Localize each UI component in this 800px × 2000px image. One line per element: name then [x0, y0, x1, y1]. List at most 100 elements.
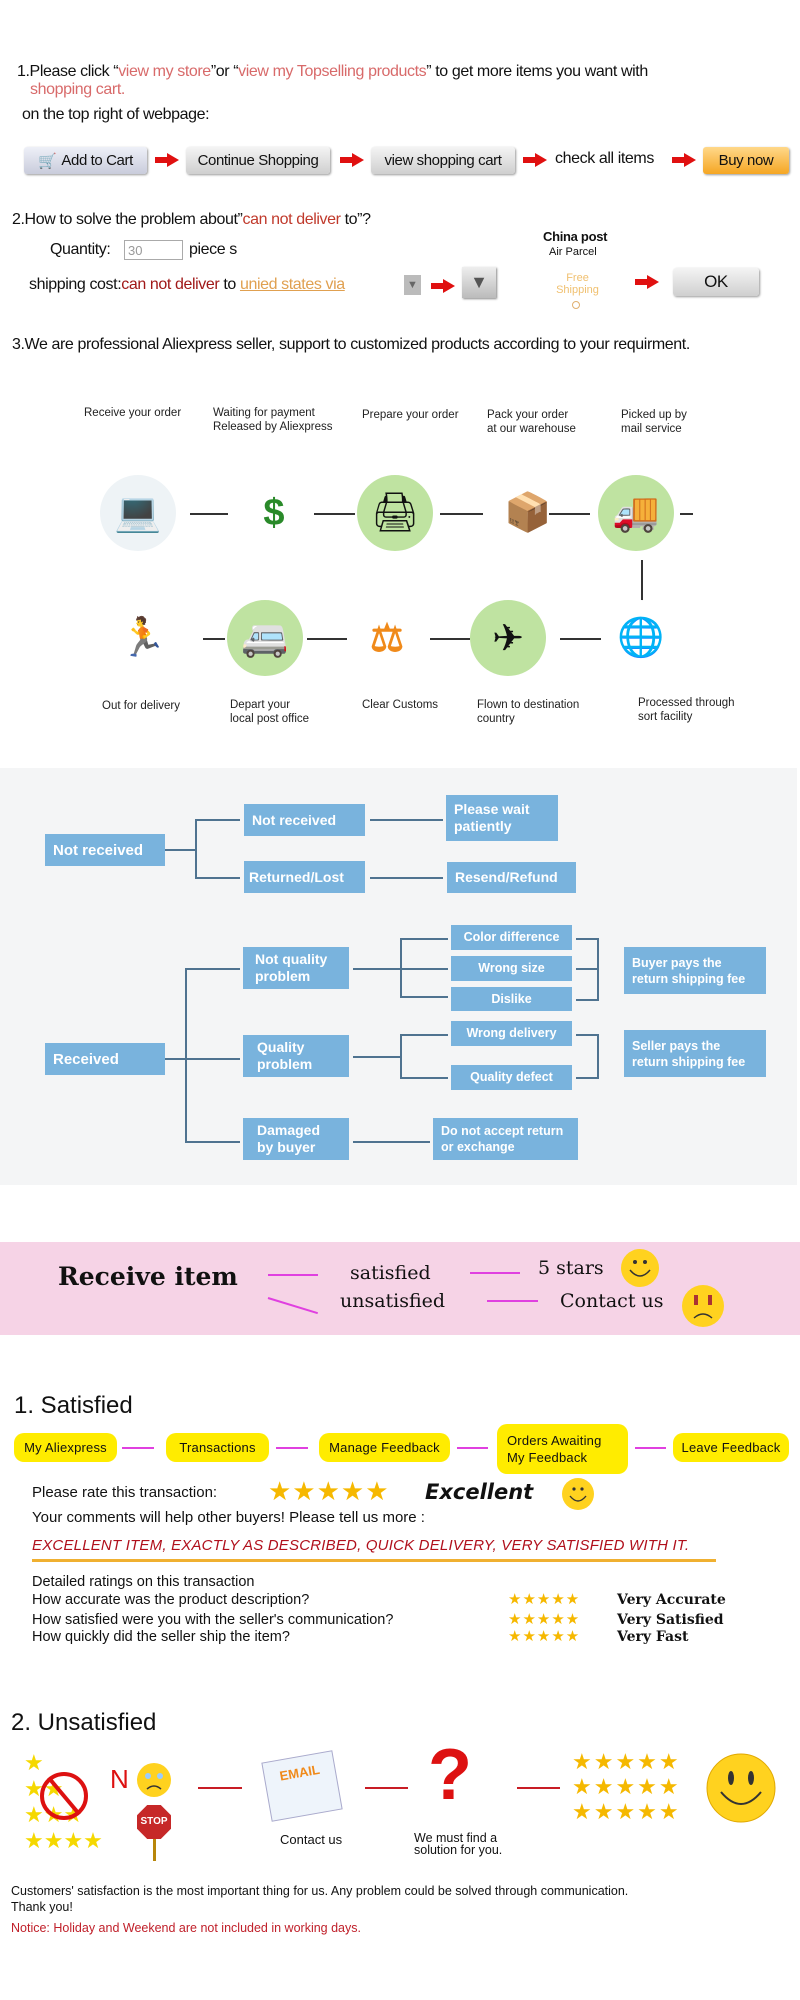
shipping-radio[interactable] — [572, 301, 580, 309]
rate-label: Please rate this transaction: — [32, 1484, 218, 1501]
globe-mail-icon: 🌐 — [603, 600, 679, 676]
flow-arrow — [440, 513, 483, 515]
detail-answer: Very Satisfied — [617, 1612, 724, 1628]
airplane-icon: ✈ — [470, 600, 546, 676]
detail-question: How accurate was the product description… — [32, 1592, 310, 1608]
flow-arrow — [203, 638, 225, 640]
node-please-wait: Please wait patiently — [446, 795, 558, 841]
solution-label: We must find a solution for you. — [414, 1831, 503, 1857]
carrier-name: China post — [543, 229, 608, 244]
cart-icon: 🛒 — [38, 152, 57, 170]
arrow-right-icon — [365, 1787, 408, 1789]
stop-sign-icon: STOP — [137, 1805, 171, 1839]
money-bag-icon: $ — [236, 475, 312, 551]
top-right-text: on the top right of webpage: — [22, 106, 210, 123]
van-icon: 🚐 — [227, 600, 303, 676]
arrow-right-icon — [198, 1787, 242, 1789]
view-store-link[interactable]: view my store — [118, 63, 211, 80]
flow-arrow — [560, 638, 601, 640]
add-to-cart-label: Add to Cart — [61, 152, 133, 169]
check-all-items-text: check all items — [555, 150, 654, 167]
dropdown-button[interactable]: ▼ — [462, 267, 496, 298]
add-to-cart-button[interactable]: 🛒 Add to Cart — [24, 147, 147, 174]
arrow-right-icon — [431, 279, 455, 293]
step-leave-feedback[interactable]: Leave Feedback — [673, 1433, 789, 1462]
arrow-right-icon — [672, 153, 696, 167]
magenta-arrow — [635, 1447, 666, 1449]
heading-red-text: can not deliver — [242, 211, 341, 228]
step-my-aliexpress[interactable]: My Aliexpress — [14, 1433, 117, 1462]
node-received: Received — [45, 1043, 165, 1075]
quantity-input[interactable] — [124, 240, 183, 260]
magenta-arrow — [470, 1272, 520, 1274]
node-resend-refund: Resend/Refund — [447, 862, 576, 893]
step-label: Clear Customs — [362, 699, 439, 711]
step-label: Receive your order — [84, 407, 182, 419]
node-quality-problem: Quality problem — [243, 1035, 349, 1077]
detail-answer: Very Accurate — [617, 1592, 726, 1608]
node-seller-pays: Seller pays the return shipping fee — [624, 1030, 766, 1077]
satisfied-title: 1. Satisfied — [14, 1392, 133, 1419]
magenta-arrow — [268, 1274, 318, 1276]
big-smiley-icon — [706, 1753, 776, 1823]
country-link[interactable]: unied states via — [239, 276, 345, 293]
rating-stars[interactable]: ★★★★★ — [268, 1476, 390, 1506]
receive-item-text: Receive item — [58, 1262, 238, 1291]
shopping-cart-text: shopping cart. — [30, 81, 125, 98]
magenta-arrow — [487, 1300, 538, 1302]
five-stars-text: 5 stars — [538, 1257, 604, 1279]
prohibited-icon — [40, 1772, 88, 1820]
dropdown-toggle[interactable]: ▼ — [404, 275, 421, 295]
contact-us-text: Contact us — [560, 1290, 664, 1312]
ok-button[interactable]: OK — [673, 268, 759, 296]
free-shipping-label: Free Shipping — [556, 272, 599, 296]
step-label: Out for delivery — [102, 700, 180, 712]
node-color-difference: Color difference — [451, 925, 572, 950]
step-orders-awaiting[interactable]: Orders Awaiting My Feedback — [497, 1424, 628, 1474]
quantity-label: Quantity: — [50, 241, 111, 258]
satisfaction-message: Customers' satisfaction is the most impo… — [11, 1884, 629, 1914]
smiley-icon — [562, 1478, 594, 1510]
stop-sign-pole — [153, 1839, 156, 1861]
step-label: Depart your local post office — [230, 699, 310, 725]
unsatisfied-text: unsatisfied — [340, 1290, 446, 1312]
shipping-status: can not deliver — [121, 276, 220, 293]
fifteen-stars-icon: ★★★★★ ★★★★★ ★★★★★ — [572, 1749, 681, 1824]
detail-answer: Very Fast — [617, 1629, 689, 1645]
step-manage-feedback[interactable]: Manage Feedback — [319, 1433, 450, 1462]
quantity-unit: piece s — [189, 241, 237, 258]
customs-icon: ⚖ — [349, 600, 425, 676]
view-shopping-cart-button[interactable]: view shopping cart — [371, 147, 515, 174]
email-icon: EMAIL — [261, 1750, 343, 1822]
view-topselling-link[interactable]: view my Topselling products — [238, 63, 427, 80]
magenta-arrow — [276, 1447, 308, 1449]
detail-title: Detailed ratings on this transaction — [32, 1574, 255, 1590]
no-text: N — [110, 1764, 129, 1794]
node-wrong-size: Wrong size — [451, 956, 572, 981]
node-buyer-pays: Buyer pays the return shipping fee — [624, 947, 766, 994]
node-dislike: Dislike — [451, 987, 572, 1011]
step-label: Waiting for payment Released by Aliexpres… — [213, 407, 333, 433]
problem-tree: Not received Not received Please wait pa… — [0, 768, 797, 1185]
arrow-right-icon — [523, 153, 547, 167]
detail-stars: ★★★★★ — [508, 1591, 581, 1608]
intro-text: 1.Please click “ — [17, 63, 119, 80]
shipping-to: to — [219, 276, 240, 293]
section2-heading: 2.How to solve the problem about”can not… — [12, 211, 371, 229]
arrow-right-icon — [517, 1787, 560, 1789]
step-label: Prepare your order — [362, 409, 459, 421]
magenta-arrow — [122, 1447, 154, 1449]
buy-now-button[interactable]: Buy now — [703, 147, 789, 174]
comments-prompt: Your comments will help other buyers! Pl… — [32, 1509, 425, 1526]
arrow-right-icon — [340, 153, 364, 167]
arrow-right-icon — [635, 275, 659, 289]
continue-shopping-button[interactable]: Continue Shopping — [186, 147, 330, 174]
arrow-right-icon — [155, 153, 179, 167]
question-mark-icon: ? — [428, 1735, 472, 1815]
flow-arrow — [190, 513, 228, 515]
node-quality-defect: Quality defect — [451, 1065, 572, 1090]
flow-arrow — [307, 638, 347, 640]
sample-comment: EXCELLENT ITEM, EXACTLY AS DESCRIBED, QU… — [32, 1537, 690, 1554]
step-transactions[interactable]: Transactions — [166, 1433, 269, 1462]
flow-arrow — [680, 513, 693, 515]
